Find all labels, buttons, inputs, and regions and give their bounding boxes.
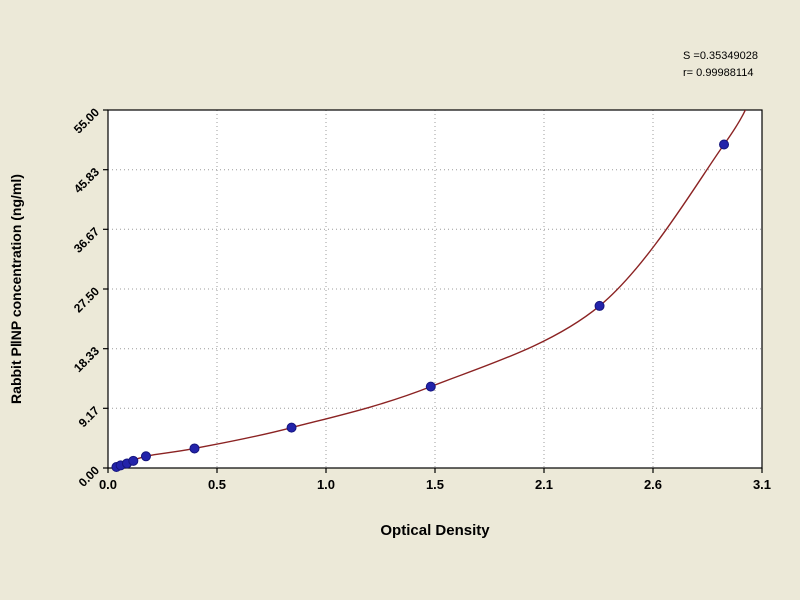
y-tick-label: 36.67 xyxy=(71,224,102,255)
data-point xyxy=(128,455,139,466)
y-tick-label: 55.00 xyxy=(71,105,102,136)
data-point xyxy=(425,381,436,392)
data-point xyxy=(719,139,730,150)
fit-stat-r: r= 0.99988114 xyxy=(683,67,754,79)
y-tick-label: 18.33 xyxy=(71,344,102,375)
data-point xyxy=(594,300,605,311)
data-point xyxy=(286,422,297,433)
data-point xyxy=(140,451,151,462)
data-point xyxy=(189,443,200,454)
fitted-curve xyxy=(111,110,747,468)
fit-statistics: S =0.35349028 r= 0.99988114 xyxy=(683,48,758,82)
x-tick-label: 0.5 xyxy=(208,477,226,492)
y-axis-title: Rabbit PⅡNP concentration (ng/ml) xyxy=(8,174,24,404)
y-tick-label: 9.17 xyxy=(76,403,103,430)
y-tick-label: 45.83 xyxy=(71,165,102,196)
x-tick-label: 2.6 xyxy=(644,477,662,492)
x-axis-title: Optical Density xyxy=(380,522,490,539)
fit-stat-s: S =0.35349028 xyxy=(683,50,758,62)
y-tick-label: 27.50 xyxy=(71,284,102,315)
x-tick-label: 1.5 xyxy=(426,477,444,492)
x-tick-label: 3.1 xyxy=(753,477,771,492)
x-tick-label: 2.1 xyxy=(535,477,553,492)
x-tick-label: 1.0 xyxy=(317,477,335,492)
x-tick-label: 0.0 xyxy=(99,477,117,492)
